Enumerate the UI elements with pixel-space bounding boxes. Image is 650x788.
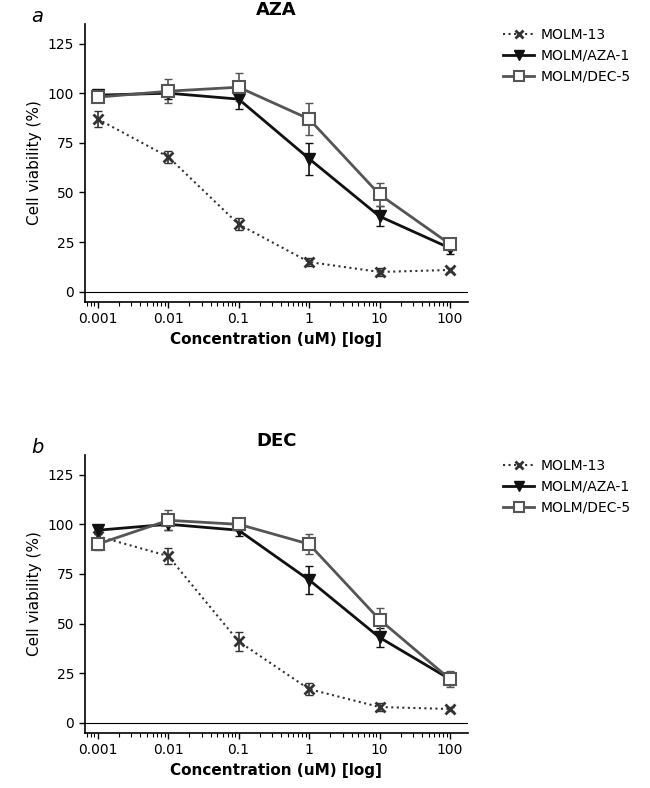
- Legend: MOLM-13, MOLM/AZA-1, MOLM/DEC-5: MOLM-13, MOLM/AZA-1, MOLM/DEC-5: [500, 25, 634, 87]
- Title: AZA: AZA: [256, 2, 296, 20]
- Text: b: b: [31, 438, 43, 457]
- Text: a: a: [31, 7, 43, 26]
- X-axis label: Concentration (uM) [log]: Concentration (uM) [log]: [170, 332, 382, 347]
- X-axis label: Concentration (uM) [log]: Concentration (uM) [log]: [170, 763, 382, 778]
- Y-axis label: Cell viability (%): Cell viability (%): [27, 100, 42, 225]
- Y-axis label: Cell viability (%): Cell viability (%): [27, 531, 42, 656]
- Title: DEC: DEC: [256, 433, 296, 451]
- Legend: MOLM-13, MOLM/AZA-1, MOLM/DEC-5: MOLM-13, MOLM/AZA-1, MOLM/DEC-5: [500, 456, 634, 518]
